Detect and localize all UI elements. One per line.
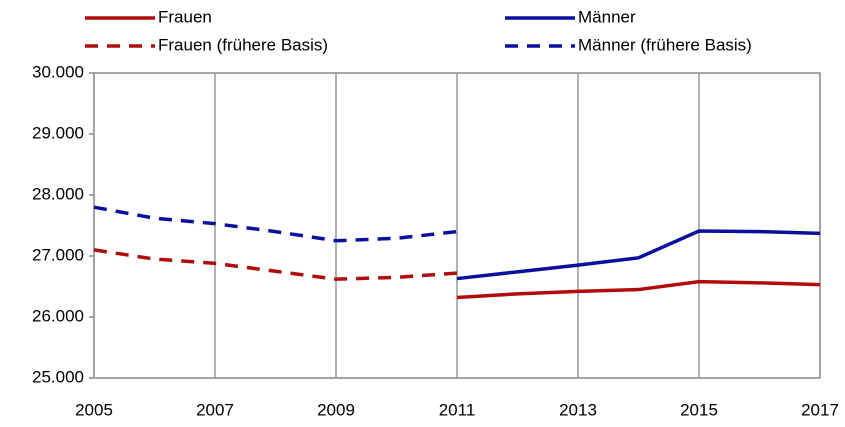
legend-label: Männer <box>578 7 636 26</box>
series-line <box>93 205 458 243</box>
y-tick-label: 30.000 <box>32 62 84 81</box>
x-tick-label: 2009 <box>317 400 355 419</box>
series-line <box>93 248 458 281</box>
y-tick-label: 26.000 <box>32 306 84 325</box>
x-tick-label: 2015 <box>680 400 718 419</box>
series-line <box>456 229 821 281</box>
x-tick-label: 2011 <box>439 400 476 419</box>
legend-label: Frauen (frühere Basis) <box>158 35 328 54</box>
x-tick-label: 2007 <box>196 400 234 419</box>
y-tick-label: 28.000 <box>32 184 84 203</box>
series-line <box>456 279 821 300</box>
x-tick-label: 2017 <box>801 400 839 419</box>
legend-label: Frauen <box>158 7 212 26</box>
y-tick-label: 27.000 <box>32 245 84 264</box>
y-tick-label: 25.000 <box>32 367 84 386</box>
legend-label: Männer (frühere Basis) <box>578 35 752 54</box>
x-tick-label: 2013 <box>559 400 597 419</box>
x-tick-label: 2005 <box>75 400 113 419</box>
y-tick-label: 29.000 <box>32 123 84 142</box>
